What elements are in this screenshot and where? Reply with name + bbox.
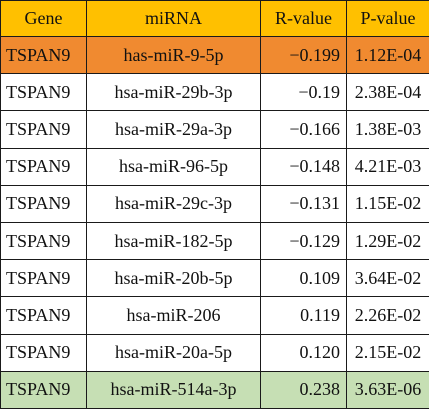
table-row: TSPAN9 hsa-miR-206 0.119 2.26E-02 [0,296,429,335]
cell-gene: TSPAN9 [0,184,87,223]
header-gene: Gene [0,0,87,37]
header-p-value: P-value [346,0,429,37]
cell-p-value: 1.15E-02 [346,184,429,223]
cell-r-value: −0.199 [260,35,347,75]
table-row: TSPAN9 hsa-miR-20a-5p 0.120 2.15E-02 [0,333,429,372]
cell-mirna: hsa-miR-29a-3p [86,110,261,149]
table-row: TSPAN9 hsa-miR-29c-3p −0.131 1.15E-02 [0,184,429,223]
cell-r-value: −0.131 [260,184,347,223]
cell-r-value: 0.109 [260,259,347,298]
cell-gene: TSPAN9 [0,73,87,112]
table-row: TSPAN9 hsa-miR-514a-3p 0.238 3.63E-06 [0,370,429,409]
cell-mirna: hsa-miR-206 [86,296,261,335]
cell-p-value: 2.38E-04 [346,73,429,112]
cell-mirna: hsa-miR-96-5p [86,147,261,186]
cell-mirna: has-miR-9-5p [86,35,261,75]
header-r-value: R-value [260,0,347,37]
cell-r-value: −0.148 [260,147,347,186]
table-row: TSPAN9 has-miR-9-5p −0.199 1.12E-04 [0,35,429,75]
cell-r-value: −0.19 [260,73,347,112]
cell-p-value: 3.63E-06 [346,370,429,409]
table-row: TSPAN9 hsa-miR-29b-3p −0.19 2.38E-04 [0,73,429,112]
table-row: TSPAN9 hsa-miR-96-5p −0.148 4.21E-03 [0,147,429,186]
table-row: TSPAN9 hsa-miR-182-5p −0.129 1.29E-02 [0,221,429,261]
cell-p-value: 1.12E-04 [346,35,429,75]
cell-p-value: 1.29E-02 [346,221,429,261]
cell-gene: TSPAN9 [0,333,87,372]
cell-gene: TSPAN9 [0,296,87,335]
cell-gene: TSPAN9 [0,35,87,75]
cell-r-value: 0.238 [260,370,347,409]
cell-mirna: hsa-miR-29c-3p [86,184,261,223]
cell-mirna: hsa-miR-514a-3p [86,370,261,409]
cell-p-value: 2.15E-02 [346,333,429,372]
cell-r-value: 0.119 [260,296,347,335]
cell-gene: TSPAN9 [0,259,87,298]
cell-gene: TSPAN9 [0,370,87,409]
cell-gene: TSPAN9 [0,147,87,186]
cell-r-value: −0.129 [260,221,347,261]
cell-mirna: hsa-miR-182-5p [86,221,261,261]
cell-p-value: 1.38E-03 [346,110,429,149]
cell-mirna: hsa-miR-20a-5p [86,333,261,372]
table-row: TSPAN9 hsa-miR-20b-5p 0.109 3.64E-02 [0,259,429,298]
cell-r-value: −0.166 [260,110,347,149]
cell-r-value: 0.120 [260,333,347,372]
cell-p-value: 2.26E-02 [346,296,429,335]
cell-gene: TSPAN9 [0,110,87,149]
cell-mirna: hsa-miR-29b-3p [86,73,261,112]
cell-p-value: 3.64E-02 [346,259,429,298]
table-row: TSPAN9 hsa-miR-29a-3p −0.166 1.38E-03 [0,110,429,149]
header-mirna: miRNA [86,0,261,37]
cell-gene: TSPAN9 [0,221,87,261]
header-row: Gene miRNA R-value P-value [0,0,429,37]
cell-p-value: 4.21E-03 [346,147,429,186]
cell-mirna: hsa-miR-20b-5p [86,259,261,298]
